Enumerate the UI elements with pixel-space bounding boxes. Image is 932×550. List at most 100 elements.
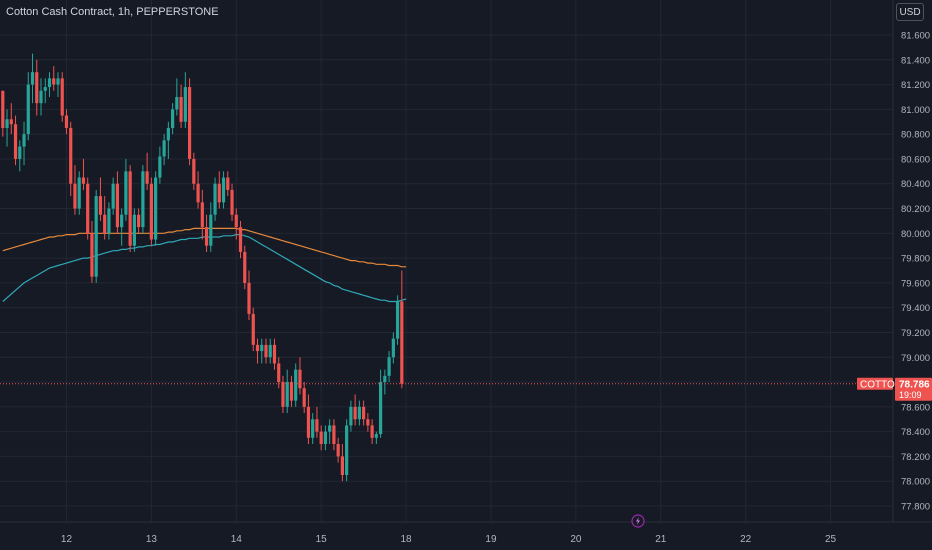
candle-body (260, 344, 264, 352)
time-axis[interactable]: 12 13 14 15 18 19 20 21 22 25 (61, 534, 837, 545)
candle (9, 103, 13, 135)
candle-body (43, 87, 47, 91)
price-tick-label: 77.800 (901, 502, 930, 513)
candle (187, 78, 192, 166)
time-tick-label: 18 (401, 534, 413, 545)
candle-body (111, 183, 115, 209)
candle-body (272, 344, 277, 364)
price-tick-label: 80.200 (901, 204, 930, 215)
candle (35, 59, 39, 116)
candle-body (86, 183, 90, 234)
candle (196, 171, 200, 209)
candle (345, 419, 349, 482)
chart-grid (0, 0, 932, 523)
candle-body (94, 196, 98, 277)
candle (328, 419, 332, 445)
candle-body (395, 301, 400, 339)
candle (204, 214, 209, 252)
candle-body (35, 72, 39, 104)
candle (64, 109, 69, 135)
candle (73, 165, 77, 215)
candle-body (230, 189, 234, 215)
candle-body (238, 227, 243, 252)
candle (247, 270, 251, 321)
candle-body (204, 227, 209, 246)
candle-body (22, 134, 26, 147)
candle (353, 394, 357, 426)
time-tick-label: 21 (655, 534, 667, 545)
candle-body (56, 78, 60, 85)
currency-button[interactable]: USD (896, 3, 924, 21)
candle-body (362, 406, 366, 420)
candle (221, 171, 226, 209)
candle-body (73, 183, 77, 209)
candle-body (213, 183, 217, 215)
candle (238, 220, 243, 259)
candle (145, 152, 149, 190)
candlestick-series (1, 53, 404, 482)
candle (357, 400, 361, 426)
lightning-icon[interactable] (631, 514, 645, 528)
candle-body (315, 419, 319, 432)
candle (268, 338, 272, 364)
candle-body (255, 344, 260, 352)
price-tag-symbol-bg (857, 377, 893, 390)
candle (395, 295, 400, 345)
candle-body (30, 72, 35, 85)
candle (311, 413, 315, 445)
candle (47, 72, 52, 97)
candle (285, 369, 289, 414)
candle-body (115, 183, 120, 228)
candle (94, 189, 98, 283)
candle (281, 375, 285, 414)
price-tick-label: 78.000 (901, 477, 930, 488)
candle (400, 270, 404, 389)
candle (183, 72, 187, 128)
candle (294, 363, 298, 407)
price-tick-label: 79.200 (901, 328, 930, 339)
candle-body (200, 202, 204, 228)
candle-body (107, 208, 111, 234)
candle-body (64, 115, 69, 128)
price-tick-label: 78.600 (901, 402, 930, 413)
candle-body (289, 382, 294, 401)
candle-body (374, 434, 378, 438)
candle (200, 189, 204, 240)
candle (370, 419, 374, 445)
candle (5, 109, 9, 147)
candle-body (277, 363, 281, 383)
candle-body (124, 171, 128, 215)
candle (234, 208, 238, 240)
candle-body (187, 87, 192, 159)
candle (13, 115, 18, 166)
candle (107, 202, 111, 240)
candle (336, 437, 340, 463)
candle (162, 134, 166, 166)
candle-body (226, 177, 230, 190)
price-tick-label: 80.400 (901, 179, 930, 190)
candle-body (47, 78, 52, 88)
candle-body (357, 406, 361, 420)
candle-body (323, 431, 328, 445)
candle-body (247, 282, 251, 314)
candle (340, 444, 344, 482)
candle-body (192, 158, 196, 184)
candle (52, 65, 56, 91)
candle-body (311, 419, 315, 438)
candle (86, 177, 90, 240)
candle (175, 78, 179, 116)
candle-body (18, 146, 22, 159)
price-tick-label: 81.600 (901, 31, 930, 42)
candle (306, 394, 311, 445)
candle-body (319, 431, 323, 445)
price-axis[interactable]: 81.600 81.400 81.200 81.000 80.800 80.600 80.4… (901, 31, 930, 513)
candle (43, 78, 47, 104)
candle (387, 351, 391, 383)
candle-body (345, 425, 349, 476)
price-tick-label: 80.600 (901, 154, 930, 165)
price-tick-label: 79.000 (901, 353, 930, 364)
candle-body (90, 233, 94, 277)
candle-body (154, 177, 158, 240)
candle-body (26, 84, 30, 135)
